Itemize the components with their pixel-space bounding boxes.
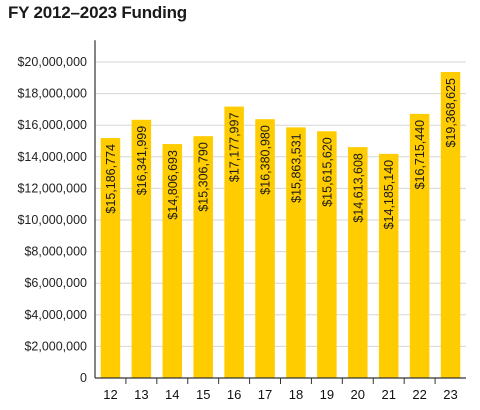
axes bbox=[94, 40, 466, 384]
gridlines bbox=[95, 61, 466, 347]
data-label: $15,615,620 bbox=[320, 137, 334, 207]
data-label: $16,715,440 bbox=[413, 120, 427, 190]
chart-title: FY 2012–2023 Funding bbox=[8, 3, 187, 22]
x-tick-label: 17 bbox=[258, 387, 272, 402]
x-tick-label: 16 bbox=[227, 387, 241, 402]
bar bbox=[162, 144, 183, 378]
bar bbox=[131, 119, 152, 378]
y-axis-ticks: 0 $2,000,000 $4,000,000 $6,000,000 $8,000,00… bbox=[17, 55, 87, 385]
data-labels: $15,186,774 $16,341,999 $14,806,693 $15,306… bbox=[104, 78, 458, 229]
y-tick-label: $8,000,000 bbox=[24, 245, 87, 259]
y-tick-label: $6,000,000 bbox=[24, 276, 87, 290]
data-label: $14,185,140 bbox=[382, 160, 396, 230]
y-tick-label: $4,000,000 bbox=[24, 308, 87, 322]
data-label: $17,177,997 bbox=[228, 113, 242, 183]
y-tick-label: $14,000,000 bbox=[17, 150, 87, 164]
x-tick-label: 12 bbox=[103, 387, 117, 402]
x-tick-label: 21 bbox=[381, 387, 395, 402]
x-tick-label: 19 bbox=[320, 387, 334, 402]
data-label: $15,306,790 bbox=[197, 142, 211, 212]
x-axis-ticks: 12 13 14 15 16 17 18 19 20 21 22 23 bbox=[103, 387, 458, 402]
x-tick-label: 13 bbox=[134, 387, 148, 402]
bar bbox=[348, 147, 368, 378]
x-tick-label: 23 bbox=[443, 387, 457, 402]
data-label: $14,613,608 bbox=[351, 153, 365, 223]
data-label: $15,863,531 bbox=[289, 133, 303, 203]
data-label: $19,368,625 bbox=[444, 78, 458, 148]
data-label: $15,186,774 bbox=[104, 144, 118, 214]
bar bbox=[193, 136, 213, 378]
bar bbox=[409, 113, 430, 378]
y-tick-label: $18,000,000 bbox=[17, 87, 87, 101]
bars bbox=[100, 71, 461, 379]
y-tick-label: $16,000,000 bbox=[17, 118, 87, 132]
x-tick-label: 18 bbox=[289, 387, 303, 402]
bar bbox=[317, 131, 337, 378]
data-label: $16,380,980 bbox=[259, 125, 273, 195]
y-tick-label: $12,000,000 bbox=[17, 181, 87, 195]
y-tick-label: $10,000,000 bbox=[17, 213, 87, 227]
x-tick-label: 20 bbox=[351, 387, 365, 402]
bar bbox=[100, 138, 121, 378]
y-tick-label: 0 bbox=[80, 371, 87, 385]
data-label: $14,806,693 bbox=[166, 150, 180, 220]
bar bbox=[378, 153, 399, 378]
bar bbox=[255, 119, 275, 379]
bar bbox=[440, 71, 461, 379]
x-tick-label: 14 bbox=[165, 387, 179, 402]
data-label: $16,341,999 bbox=[135, 126, 149, 196]
y-tick-label: $2,000,000 bbox=[24, 339, 87, 353]
bar bbox=[224, 106, 244, 378]
y-tick-label: $20,000,000 bbox=[17, 55, 87, 69]
bar bbox=[286, 127, 306, 379]
x-tick-label: 22 bbox=[412, 387, 426, 402]
x-tick-label: 15 bbox=[196, 387, 210, 402]
